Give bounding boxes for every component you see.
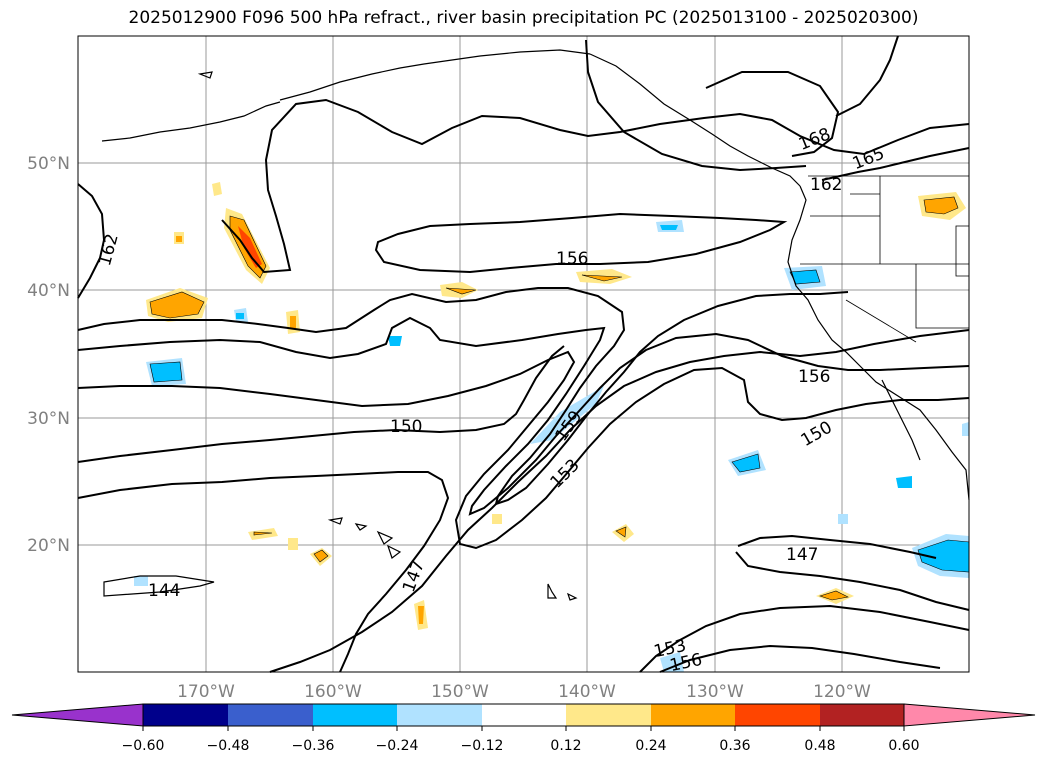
lat-tick-label: 30°N [27,409,70,429]
colorbar-tick-label: −0.48 [207,738,250,754]
colorbar-bin [566,704,651,726]
lon-tick-label: 130°W [686,682,744,702]
colorbar-tick-label: −0.36 [292,738,335,754]
political-borders [800,175,970,343]
contour-label: 156 [798,367,830,387]
colorbar-tick-label: 0.24 [635,738,666,754]
colorbar-tick-label: 0.60 [888,738,919,754]
contour-label: 144 [148,581,180,601]
contour-label: 162 [810,175,842,195]
colorbar-tick-label: 0.36 [719,738,750,754]
colorbar-tick-label: 0.12 [550,738,581,754]
refractivity-contours [77,35,970,673]
colorbar-under-triangle [11,703,144,727]
colorbar-bin [143,704,228,726]
lon-tick-label: 160°W [304,682,362,702]
colorbar-tick-label: −0.60 [122,738,165,754]
colorbar-over-triangle [903,703,1036,727]
colorbar-bin [482,704,566,726]
lat-tick-labels: 50°N 40°N 30°N 20°N [27,154,70,556]
gridlines [78,36,969,672]
lat-tick-label: 40°N [27,281,70,301]
coastlines [101,49,970,601]
colorbar-bin [651,704,735,726]
plot-frame [77,35,970,673]
colorbar-bin [228,704,313,726]
lon-tick-label: 120°W [813,682,871,702]
contour-label: 156 [556,249,588,269]
lat-tick-label: 50°N [27,154,70,174]
contour-label: 150 [390,417,422,437]
lon-tick-label: 140°W [558,682,616,702]
colorbar-tick-label: −0.12 [461,738,504,754]
colorbar-bin [313,704,397,726]
lon-tick-label: 170°W [177,682,235,702]
lon-tick-label: 150°W [431,682,489,702]
colorbar-tick-label: −0.24 [376,738,419,754]
colorbar-tick-label: 0.48 [804,738,835,754]
colorbar-bin [820,704,904,726]
plot-area [78,36,969,672]
colorbar-bin [735,704,820,726]
contour-label: 147 [786,545,818,565]
lon-tick-labels: 170°W 160°W 150°W 140°W 130°W 120°W [177,682,871,702]
colorbar-bin [397,704,482,726]
lat-tick-label: 20°N [27,536,70,556]
map-title: 2025012900 F096 500 hPa refract., river … [128,8,919,28]
colorbar: −0.60 −0.48 −0.36 −0.24 −0.12 0.12 0.24 … [11,703,1036,754]
